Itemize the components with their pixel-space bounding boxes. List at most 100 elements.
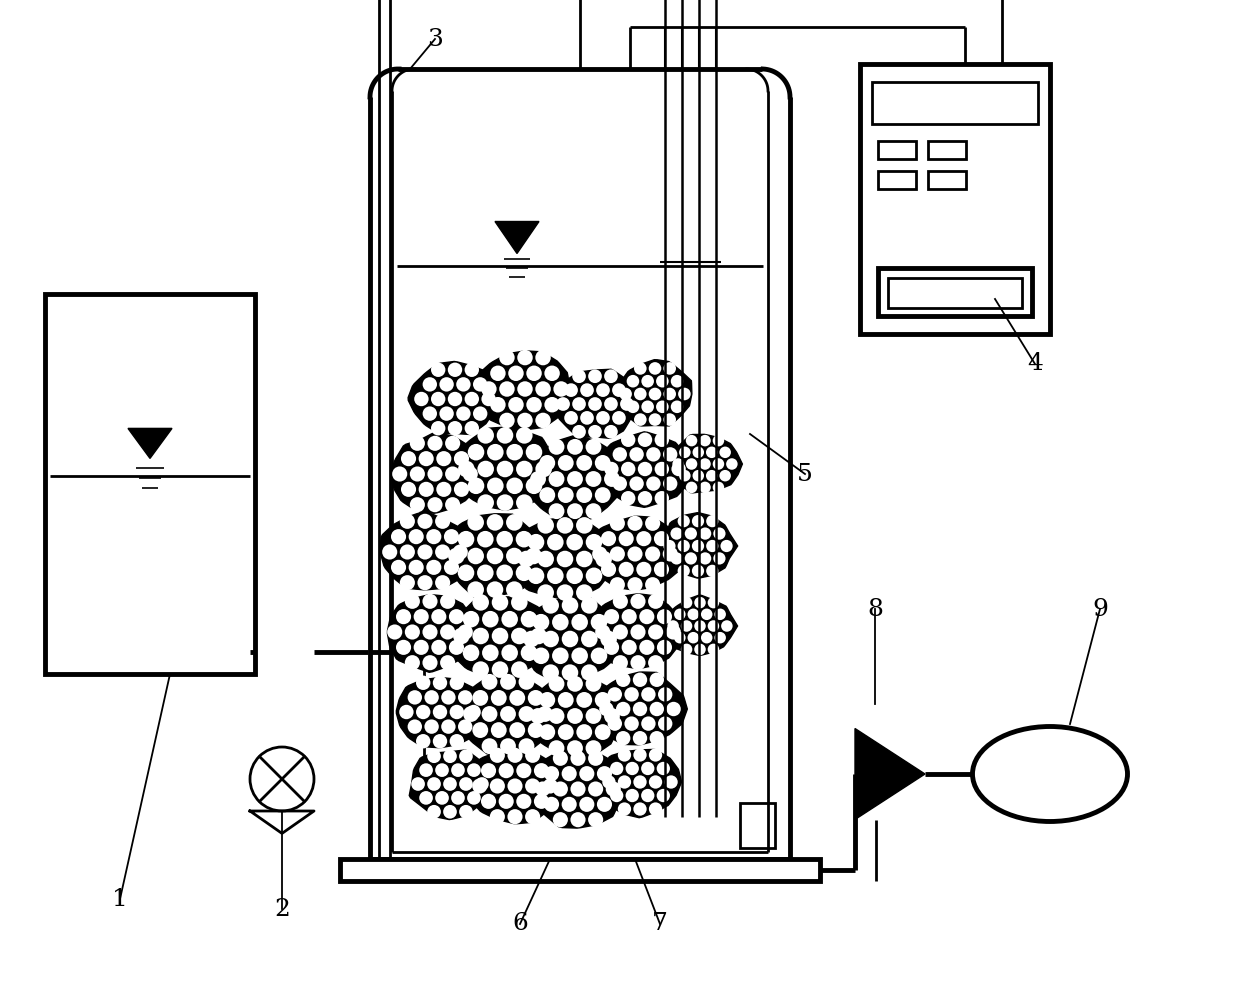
Circle shape [538,584,554,601]
Circle shape [444,529,458,544]
Circle shape [694,620,706,632]
Circle shape [427,750,441,763]
Circle shape [655,375,669,388]
Polygon shape [442,514,548,598]
Circle shape [392,560,406,575]
Circle shape [589,398,602,411]
Circle shape [714,552,726,565]
Circle shape [481,794,496,809]
Circle shape [658,687,673,702]
Circle shape [539,487,555,503]
Circle shape [416,676,430,690]
Polygon shape [456,674,560,755]
Circle shape [605,369,618,383]
Circle shape [558,455,574,470]
Circle shape [453,628,470,645]
Circle shape [447,421,462,436]
Circle shape [567,676,582,692]
Circle shape [720,540,732,552]
Circle shape [592,546,607,562]
Circle shape [440,593,455,609]
Circle shape [419,482,434,497]
Polygon shape [555,369,636,438]
Circle shape [528,568,544,584]
Circle shape [631,625,646,640]
Bar [45,294,255,674]
Circle shape [416,734,430,749]
Circle shape [674,632,685,644]
Circle shape [418,514,432,528]
Bar [878,141,916,159]
Circle shape [627,400,639,413]
Polygon shape [601,750,681,818]
Circle shape [597,797,612,812]
Circle shape [649,802,662,816]
Circle shape [558,692,574,707]
Circle shape [647,476,660,491]
Circle shape [445,436,460,451]
Circle shape [633,673,647,687]
Circle shape [487,477,503,494]
Circle shape [699,459,711,469]
Circle shape [601,531,616,546]
Circle shape [699,481,711,493]
Circle shape [691,565,704,577]
Circle shape [618,748,631,762]
Circle shape [549,439,565,455]
Circle shape [507,444,523,461]
Circle shape [491,365,506,381]
Circle shape [627,578,643,592]
Circle shape [497,461,513,477]
Circle shape [576,692,592,707]
Circle shape [616,673,631,687]
Circle shape [603,640,620,655]
Circle shape [482,738,497,754]
Circle shape [670,375,684,388]
Circle shape [410,436,425,451]
Circle shape [610,578,624,592]
Circle shape [581,631,597,647]
Circle shape [706,470,717,481]
Circle shape [672,461,686,476]
Circle shape [706,447,717,459]
Circle shape [530,628,546,645]
Circle shape [492,628,508,645]
Circle shape [649,673,664,687]
Circle shape [427,466,442,481]
Circle shape [544,797,559,812]
Circle shape [520,611,538,628]
Circle shape [425,719,439,734]
Circle shape [525,778,540,793]
Circle shape [527,397,541,412]
Circle shape [639,609,654,624]
Circle shape [655,400,669,413]
Circle shape [435,791,449,805]
Circle shape [595,692,611,707]
Circle shape [706,515,719,527]
Circle shape [612,447,627,461]
Circle shape [408,690,422,705]
Circle shape [544,397,560,412]
Bar [878,268,1032,316]
Circle shape [409,560,424,575]
Text: 3: 3 [427,28,442,50]
Circle shape [515,565,533,582]
Text: 4: 4 [1027,352,1043,376]
Circle shape [649,388,662,400]
Circle shape [699,552,711,565]
Circle shape [477,565,493,582]
Circle shape [427,777,441,791]
Circle shape [686,481,698,493]
Circle shape [473,377,487,392]
Circle shape [576,487,592,503]
Circle shape [435,575,450,590]
Circle shape [435,514,450,528]
Circle shape [501,707,515,722]
Circle shape [622,640,637,655]
Circle shape [447,392,462,406]
Circle shape [465,421,479,436]
Circle shape [499,381,514,397]
Circle shape [525,809,540,825]
Circle shape [631,593,646,609]
Circle shape [591,647,607,664]
